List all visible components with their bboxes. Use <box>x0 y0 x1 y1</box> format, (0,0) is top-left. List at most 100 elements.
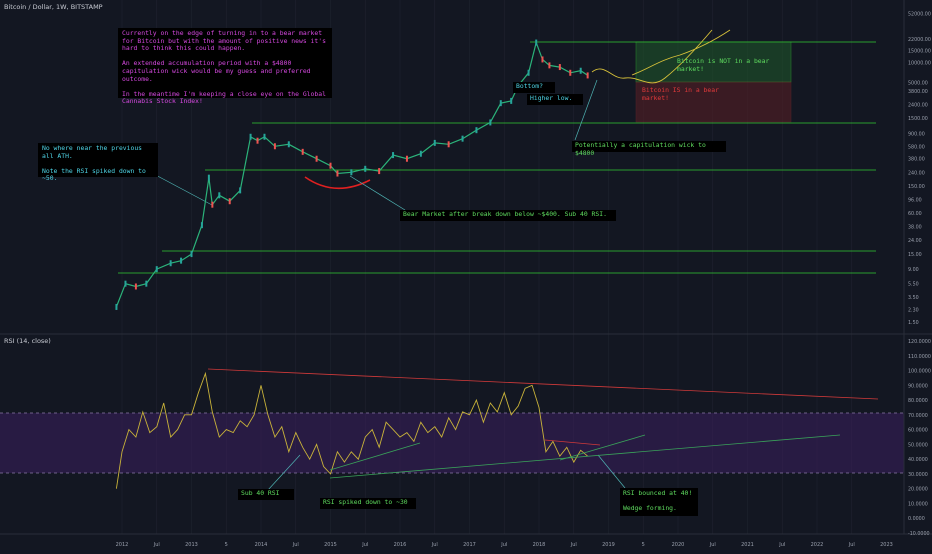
price-tick-label: 24.00 <box>908 238 922 244</box>
time-tick-label: Jul <box>292 542 299 548</box>
annotation-capitulation-note[interactable]: Potentially a capitulation wick to $4800 <box>572 141 726 156</box>
annotation-sub40-note[interactable]: Sub 40 RSI <box>238 489 294 500</box>
price-candle <box>419 150 422 157</box>
price-candle <box>329 162 332 169</box>
price-candle <box>228 198 231 205</box>
price-candle <box>475 127 478 134</box>
price-tick-label: 1500.00 <box>908 116 928 122</box>
time-tick-label: 2016 <box>394 542 407 548</box>
time-tick-label: Jul <box>153 542 160 548</box>
price-candle <box>200 222 203 229</box>
rsi-tick-label: 50.0000 <box>908 442 928 448</box>
price-tick-label: 38.00 <box>908 225 922 231</box>
price-tick-label: 380.00 <box>908 157 925 163</box>
projection-path <box>591 29 731 84</box>
rsi-axis: 120.0000 110.0000 100.0000 90.0000 80.0000 70… <box>908 339 931 537</box>
price-candle <box>548 62 551 69</box>
support-lines <box>118 41 876 274</box>
annotation-ath-note[interactable]: No where near the previous all ATH. Note… <box>38 143 158 182</box>
rsi-tick-label: 40.0000 <box>908 457 928 463</box>
time-tick-label: 2022 <box>811 542 824 548</box>
price-tick-label: 150.00 <box>908 184 925 190</box>
time-tick-label: 2023 <box>880 542 893 548</box>
rsi-tick-label: 80.0000 <box>908 398 928 404</box>
price-candle <box>527 69 530 76</box>
annotation-bear-market-note[interactable]: Bear Market after break down below ~$400… <box>400 210 616 221</box>
bear-box <box>635 81 792 123</box>
price-candle <box>336 170 339 177</box>
price-candle <box>239 187 242 194</box>
rsi-trendlines <box>207 368 879 479</box>
price-candle <box>218 192 221 199</box>
time-tick-label: Jul <box>848 542 855 548</box>
price-tick-label: 1.50 <box>908 320 919 326</box>
price-candle <box>433 139 436 146</box>
price-candle <box>461 135 464 142</box>
price-candle <box>378 168 381 175</box>
annotation-main-note[interactable]: Currently on the edge of turning in to a… <box>118 28 332 105</box>
time-tick-label: 5 <box>225 542 228 548</box>
price-tick-label: 3800.00 <box>908 89 928 95</box>
price-candle <box>364 165 367 172</box>
rsi-tick-label: 10.0000 <box>908 501 928 507</box>
price-candle <box>315 155 318 162</box>
price-candle <box>569 69 572 76</box>
price-candle <box>579 67 582 74</box>
annotation-rsi40-note[interactable]: RSI bounced at 40! Wedge forming. <box>620 488 698 516</box>
price-candle <box>558 64 561 71</box>
price-tick-label: 5.50 <box>908 282 919 288</box>
time-tick-label: Jul <box>431 542 438 548</box>
annotation-not-bear-note[interactable]: Bitcoin is NOT in a bear market! <box>677 57 774 73</box>
rsi-pane-label: RSI (14, close) <box>4 337 51 345</box>
time-tick-label: Jul <box>500 542 507 548</box>
price-tick-label: 5000.00 <box>908 81 928 87</box>
price-tick-label: 10000.00 <box>908 60 931 66</box>
time-tick-label: Jul <box>361 542 368 548</box>
price-candle <box>405 155 408 162</box>
rsi-tick-label: -10.0000 <box>908 531 930 537</box>
time-tick-label: 2017 <box>463 542 476 548</box>
price-candle <box>392 152 395 159</box>
price-candle <box>273 143 276 150</box>
rsi-band <box>0 413 904 473</box>
rsi-series-line[interactable] <box>115 371 588 489</box>
price-candle <box>207 174 210 181</box>
rsi-tick-label: 20.0000 <box>908 487 928 493</box>
price-tick-label: 240.00 <box>908 170 925 176</box>
price-candle <box>510 97 513 104</box>
price-tick-label: 22000.00 <box>908 37 931 43</box>
rsi-tick-label: 60.0000 <box>908 428 928 434</box>
price-tick-label: 15000.00 <box>908 48 931 54</box>
price-tick-label: 2400.00 <box>908 102 928 108</box>
price-candle <box>447 141 450 148</box>
annotation-connectors <box>149 79 626 491</box>
rsi-uptrend-line <box>329 434 841 479</box>
price-tick-label: 900.00 <box>908 131 925 137</box>
time-axis: 2012 Jul 2013 5 2014 Jul 2015 Jul 2016 Jul 2017 Jul… <box>116 542 893 548</box>
price-candle <box>249 133 252 140</box>
bull-box <box>635 41 792 83</box>
price-tick-label: 2.30 <box>908 307 919 313</box>
annotation-rsi30-note[interactable]: RSI spiked down to ~30 <box>320 498 416 509</box>
price-tick-label: 580.00 <box>908 144 925 150</box>
price-candle <box>155 266 158 273</box>
price-candles <box>115 39 589 310</box>
annotation-bottom-note[interactable]: Bottom? <box>513 82 555 93</box>
rsi-tick-label: 70.0000 <box>908 413 928 419</box>
annotation-higher-low-note[interactable]: Higher low. <box>527 94 583 105</box>
rsi-tick-label: 120.0000 <box>908 339 931 345</box>
price-axis: 52000.00 22000.00 15000.00 10000.00 5000.00 3… <box>908 12 931 326</box>
price-candle <box>586 72 589 79</box>
chart-title: Bitcoin / Dollar, 1W, BITSTAMP <box>4 3 103 11</box>
rsi-uptrend-steep <box>329 442 421 471</box>
rsi-tick-label: 110.0000 <box>908 354 931 360</box>
price-candle <box>541 56 544 63</box>
rsi-downtrend-line <box>207 368 879 400</box>
annotation-is-bear-note[interactable]: Bitcoin IS in a bear market! <box>642 86 723 102</box>
price-tick-label: 3.50 <box>908 295 919 301</box>
rsi-tick-label: 0.0000 <box>908 516 925 522</box>
price-tick-label: 60.00 <box>908 211 922 217</box>
price-candle <box>115 303 118 310</box>
